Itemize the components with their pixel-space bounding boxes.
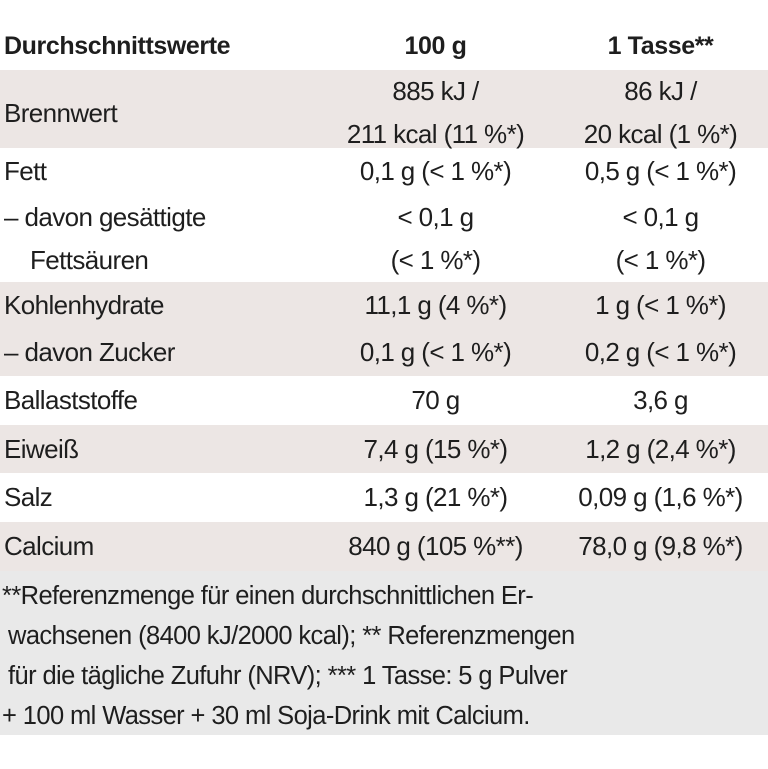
value-per-100g: 885 kJ / 211 kcal (11 %*) <box>318 70 553 156</box>
header-per-cup: 1 Tasse** <box>607 31 714 60</box>
table-row: Brennwert 885 kJ / 211 kcal (11 %*) 86 kJ /… <box>0 70 768 149</box>
value-per-cup-line: 20 kcal (1 %*) <box>583 119 738 149</box>
nutrient-label-line: Kohlenhydrate <box>4 290 164 320</box>
value-per-cup: 0,09 g (1,6 %*) <box>553 476 768 519</box>
value-per-100g-line: 885 kJ / <box>392 76 479 106</box>
table-row: Ballaststoffe 70 g 3,6 g <box>0 376 768 425</box>
footnote-line: für die tägliche Zufuhr (NRV); *** 1 Tas… <box>8 662 568 690</box>
value-per-100g-line: 7,4 g (15 %*) <box>363 433 509 464</box>
footnote-line: + 100 ml Wasser + 30 ml Soja-Drink mit C… <box>2 702 530 730</box>
value-per-cup: 86 kJ / 20 kcal (1 %*) <box>553 70 768 156</box>
table-row: – davon Zucker 0,1 g (< 1 %*) 0,2 g (< 1 %… <box>0 329 768 376</box>
value-per-100g: 0,1 g (< 1 %*) <box>318 331 553 374</box>
value-per-100g: 11,1 g (4 %*) <box>318 284 553 327</box>
nutrient-label: – davon Zucker <box>0 331 318 374</box>
nutrient-label-line: Eiweiß <box>4 433 79 464</box>
value-per-100g-line: 211 kcal (11 %*) <box>346 119 525 149</box>
value-per-100g: 70 g <box>318 379 553 422</box>
nutrient-label: – davon gesättigte Fettsäuren <box>0 196 318 282</box>
footnote-line: wachsenen (8400 kJ/2000 kcal); ** Refere… <box>8 622 575 650</box>
value-per-100g: 0,1 g (< 1 %*) <box>318 150 553 193</box>
table-row: Fett 0,1 g (< 1 %*) 0,5 g (< 1 %*) <box>0 148 768 195</box>
nutrient-label: Calcium <box>0 525 318 568</box>
table-row: Eiweiß 7,4 g (15 %*) 1,2 g (2,4 %*) <box>0 425 768 473</box>
header-per-100g: 100 g <box>404 31 467 60</box>
value-per-cup: 0,2 g (< 1 %*) <box>553 331 768 374</box>
nutrient-label: Fett <box>0 150 318 193</box>
value-per-cup: 3,6 g <box>553 379 768 422</box>
table-row: Calcium 840 g (105 %**) 78,0 g (9,8 %*) <box>0 522 768 571</box>
value-per-cup-line: (< 1 %*) <box>615 244 706 275</box>
value-per-100g: 840 g (105 %**) <box>318 525 553 568</box>
nutrient-label-line: Fett <box>4 156 47 186</box>
value-per-cup-line: 1 g (< 1 %*) <box>595 290 726 320</box>
value-per-100g-line: 11,1 g (4 %*) <box>364 290 507 320</box>
value-per-100g-line: 840 g (105 %**) <box>348 531 523 561</box>
value-per-cup-line: 86 kJ / <box>624 76 697 106</box>
nutrient-label: Ballaststoffe <box>0 379 318 422</box>
value-per-100g-line: 0,1 g (< 1 %*) <box>359 156 512 186</box>
value-per-100g: < 0,1 g (< 1 %*) <box>318 196 553 282</box>
value-per-100g: 7,4 g (15 %*) <box>318 428 553 471</box>
value-per-cup: 78,0 g (9,8 %*) <box>553 525 768 568</box>
value-per-100g-line: 0,1 g (< 1 %*) <box>359 337 512 367</box>
value-per-cup-line: 3,6 g <box>633 385 688 415</box>
nutrient-label-line: Ballaststoffe <box>4 385 138 415</box>
nutrient-label-line: Brennwert <box>4 97 118 128</box>
nutrient-label-line: Fettsäuren <box>30 244 149 275</box>
value-per-cup: 1 g (< 1 %*) <box>553 284 768 327</box>
value-per-cup: < 0,1 g (< 1 %*) <box>553 196 768 282</box>
nutrient-label: Eiweiß <box>0 428 318 471</box>
value-per-100g-line: 70 g <box>411 385 460 415</box>
value-per-cup-line: 1,2 g (2,4 %*) <box>585 433 736 464</box>
value-per-cup-line: < 0,1 g <box>622 201 699 232</box>
value-per-cup-line: 0,09 g (1,6 %*) <box>578 482 743 512</box>
table-row: Salz 1,3 g (21 %*) 0,09 g (1,6 %*) <box>0 473 768 522</box>
value-per-cup-line: 78,0 g (9,8 %*) <box>578 531 743 561</box>
value-per-100g-line: 1,3 g (21 %*) <box>363 482 509 512</box>
table-row: – davon gesättigte Fettsäuren < 0,1 g (< 1 … <box>0 195 768 282</box>
footnote-line: **Referenzmenge für einen durchschnittli… <box>2 582 534 610</box>
nutrient-label: Salz <box>0 476 318 519</box>
value-per-100g-line: (< 1 %*) <box>390 244 481 275</box>
table-row: Kohlenhydrate 11,1 g (4 %*) 1 g (< 1 %*) <box>0 282 768 329</box>
value-per-100g-line: < 0,1 g <box>397 201 474 232</box>
nutrient-label: Brennwert <box>0 92 318 135</box>
value-per-cup: 0,5 g (< 1 %*) <box>553 150 768 193</box>
nutrient-label-line: – davon gesättigte <box>4 201 206 232</box>
footnote: **Referenzmenge für einen durchschnittli… <box>0 571 768 735</box>
table-header: Durchschnittswerte 100 g 1 Tasse** <box>0 22 768 70</box>
nutrient-label-line: Calcium <box>4 531 94 561</box>
value-per-100g: 1,3 g (21 %*) <box>318 476 553 519</box>
header-label: Durchschnittswerte <box>4 31 231 60</box>
nutrient-label: Kohlenhydrate <box>0 284 318 327</box>
value-per-cup: 1,2 g (2,4 %*) <box>553 428 768 471</box>
nutrient-label-line: – davon Zucker <box>4 337 175 367</box>
nutrient-label-line: Salz <box>4 482 53 512</box>
value-per-cup-line: 0,2 g (< 1 %*) <box>584 337 737 367</box>
value-per-cup-line: 0,5 g (< 1 %*) <box>584 156 737 186</box>
